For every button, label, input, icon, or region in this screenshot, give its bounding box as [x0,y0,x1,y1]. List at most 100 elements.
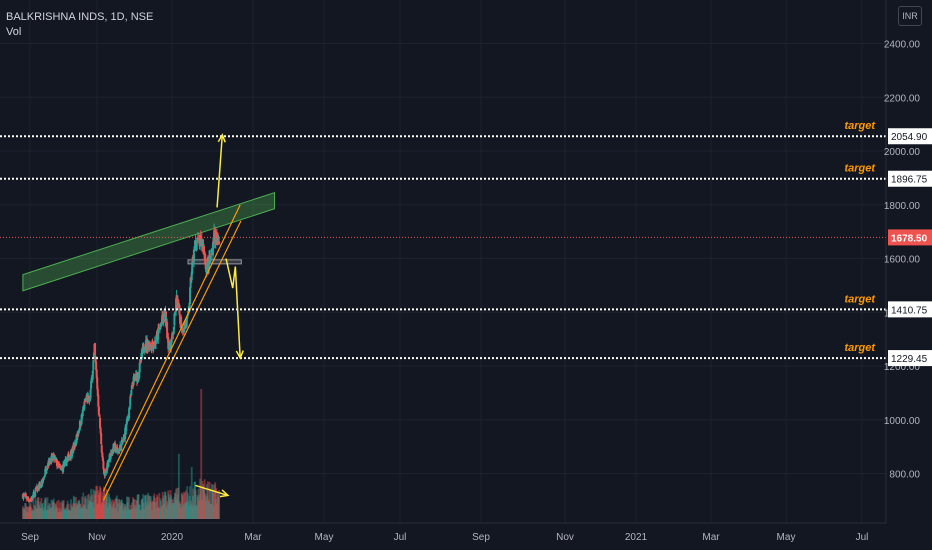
symbol-title[interactable]: BALKRISHNA INDS, 1D, NSE [6,11,154,23]
volume-bar [217,496,219,519]
volume-bar [95,486,98,519]
volume-bar [122,503,124,519]
volume-bar [53,502,56,519]
volume-bar [124,506,127,519]
volume-bar [118,499,120,519]
volume-bar [74,507,77,519]
volume-bar [164,492,167,519]
volume-bar [117,503,120,519]
volume-bar [193,504,195,519]
candle-body [68,456,71,461]
volume-bar [166,501,169,519]
candle-body [175,298,178,312]
volume-bar [213,484,216,519]
volume-bar [78,499,81,519]
volume-bar [181,495,184,519]
candle-body [193,246,196,252]
candle-body [163,313,166,320]
volume-bar [152,501,155,519]
candle-body [66,458,69,461]
volume-bar [106,507,109,519]
volume-bar [46,497,49,519]
candle-body [118,448,121,452]
volume-bar [35,508,38,519]
level-price-label: 1896.75 [891,175,928,186]
candle-body [154,341,157,344]
volume-bar [65,507,67,519]
volume-bar [169,500,171,519]
volume-bar [208,481,211,519]
candle-body [149,343,152,347]
volume-bar [87,493,90,519]
volume-bar [113,508,116,519]
volume-indicator-label[interactable]: Vol [6,26,22,38]
volume-bar [91,494,94,519]
volume-bar [88,500,91,519]
resistance-channel [22,191,275,292]
volume-bar [155,501,158,519]
candle-body [62,464,65,473]
candle-body [158,326,161,330]
volume-bar [175,488,177,519]
candle-body [30,496,33,501]
volume-bar [90,488,93,519]
candle-body [200,239,203,247]
volume-bar [189,486,191,519]
candle-body [53,457,56,459]
volume-bar [212,492,215,519]
volume-bar [101,491,104,519]
volume-bar [218,490,221,519]
y-tick-label: 800.00 [889,470,920,481]
volume-bar [195,504,198,519]
volume-bar [47,505,49,519]
volume-bar [199,488,202,519]
volume-bar [63,508,66,519]
candle-body [171,333,174,340]
candle-body [63,461,66,468]
candle-body [168,343,171,348]
volume-bar [91,502,94,519]
volume-bar [178,503,181,519]
volume-bar [189,503,192,519]
candle-body [31,495,34,499]
level-price-label: 1410.75 [891,305,928,316]
trend-channel-line [102,220,242,501]
level-price-tag [888,350,932,367]
volume-bar [183,503,186,519]
volume-bar [133,499,136,519]
candle-body [83,400,86,403]
candle-body [77,433,80,435]
candle-body [44,468,47,473]
volume-bar [172,502,175,519]
candle-body [213,230,216,243]
volume-bar [41,508,44,519]
volume-bar [202,483,205,519]
volume-bar [23,509,25,519]
breakdown-arrow-down [225,258,241,358]
volume-bar [125,496,128,519]
candle-body [91,370,94,380]
volume-bar [64,509,67,519]
candle-body [133,375,136,378]
candle-body [203,251,206,259]
volume-bar [174,492,176,519]
volume-bar [216,491,219,519]
volume-bar [82,504,85,519]
volume-bar [131,502,133,519]
currency-badge[interactable]: INR [898,6,922,26]
candle-body [102,468,105,474]
volume-bar [129,509,132,519]
candle-body [90,377,93,382]
volume-bar [139,510,142,519]
volume-bar [96,503,99,519]
volume-bar [126,502,129,519]
candle-body [49,460,52,463]
volume-bar [170,495,172,519]
candle-body [79,421,82,426]
volume-bar [171,499,174,519]
candle-body [27,498,30,500]
arrow-head-down [235,350,244,360]
volume-bar [144,494,147,519]
volume-bar [41,503,43,519]
